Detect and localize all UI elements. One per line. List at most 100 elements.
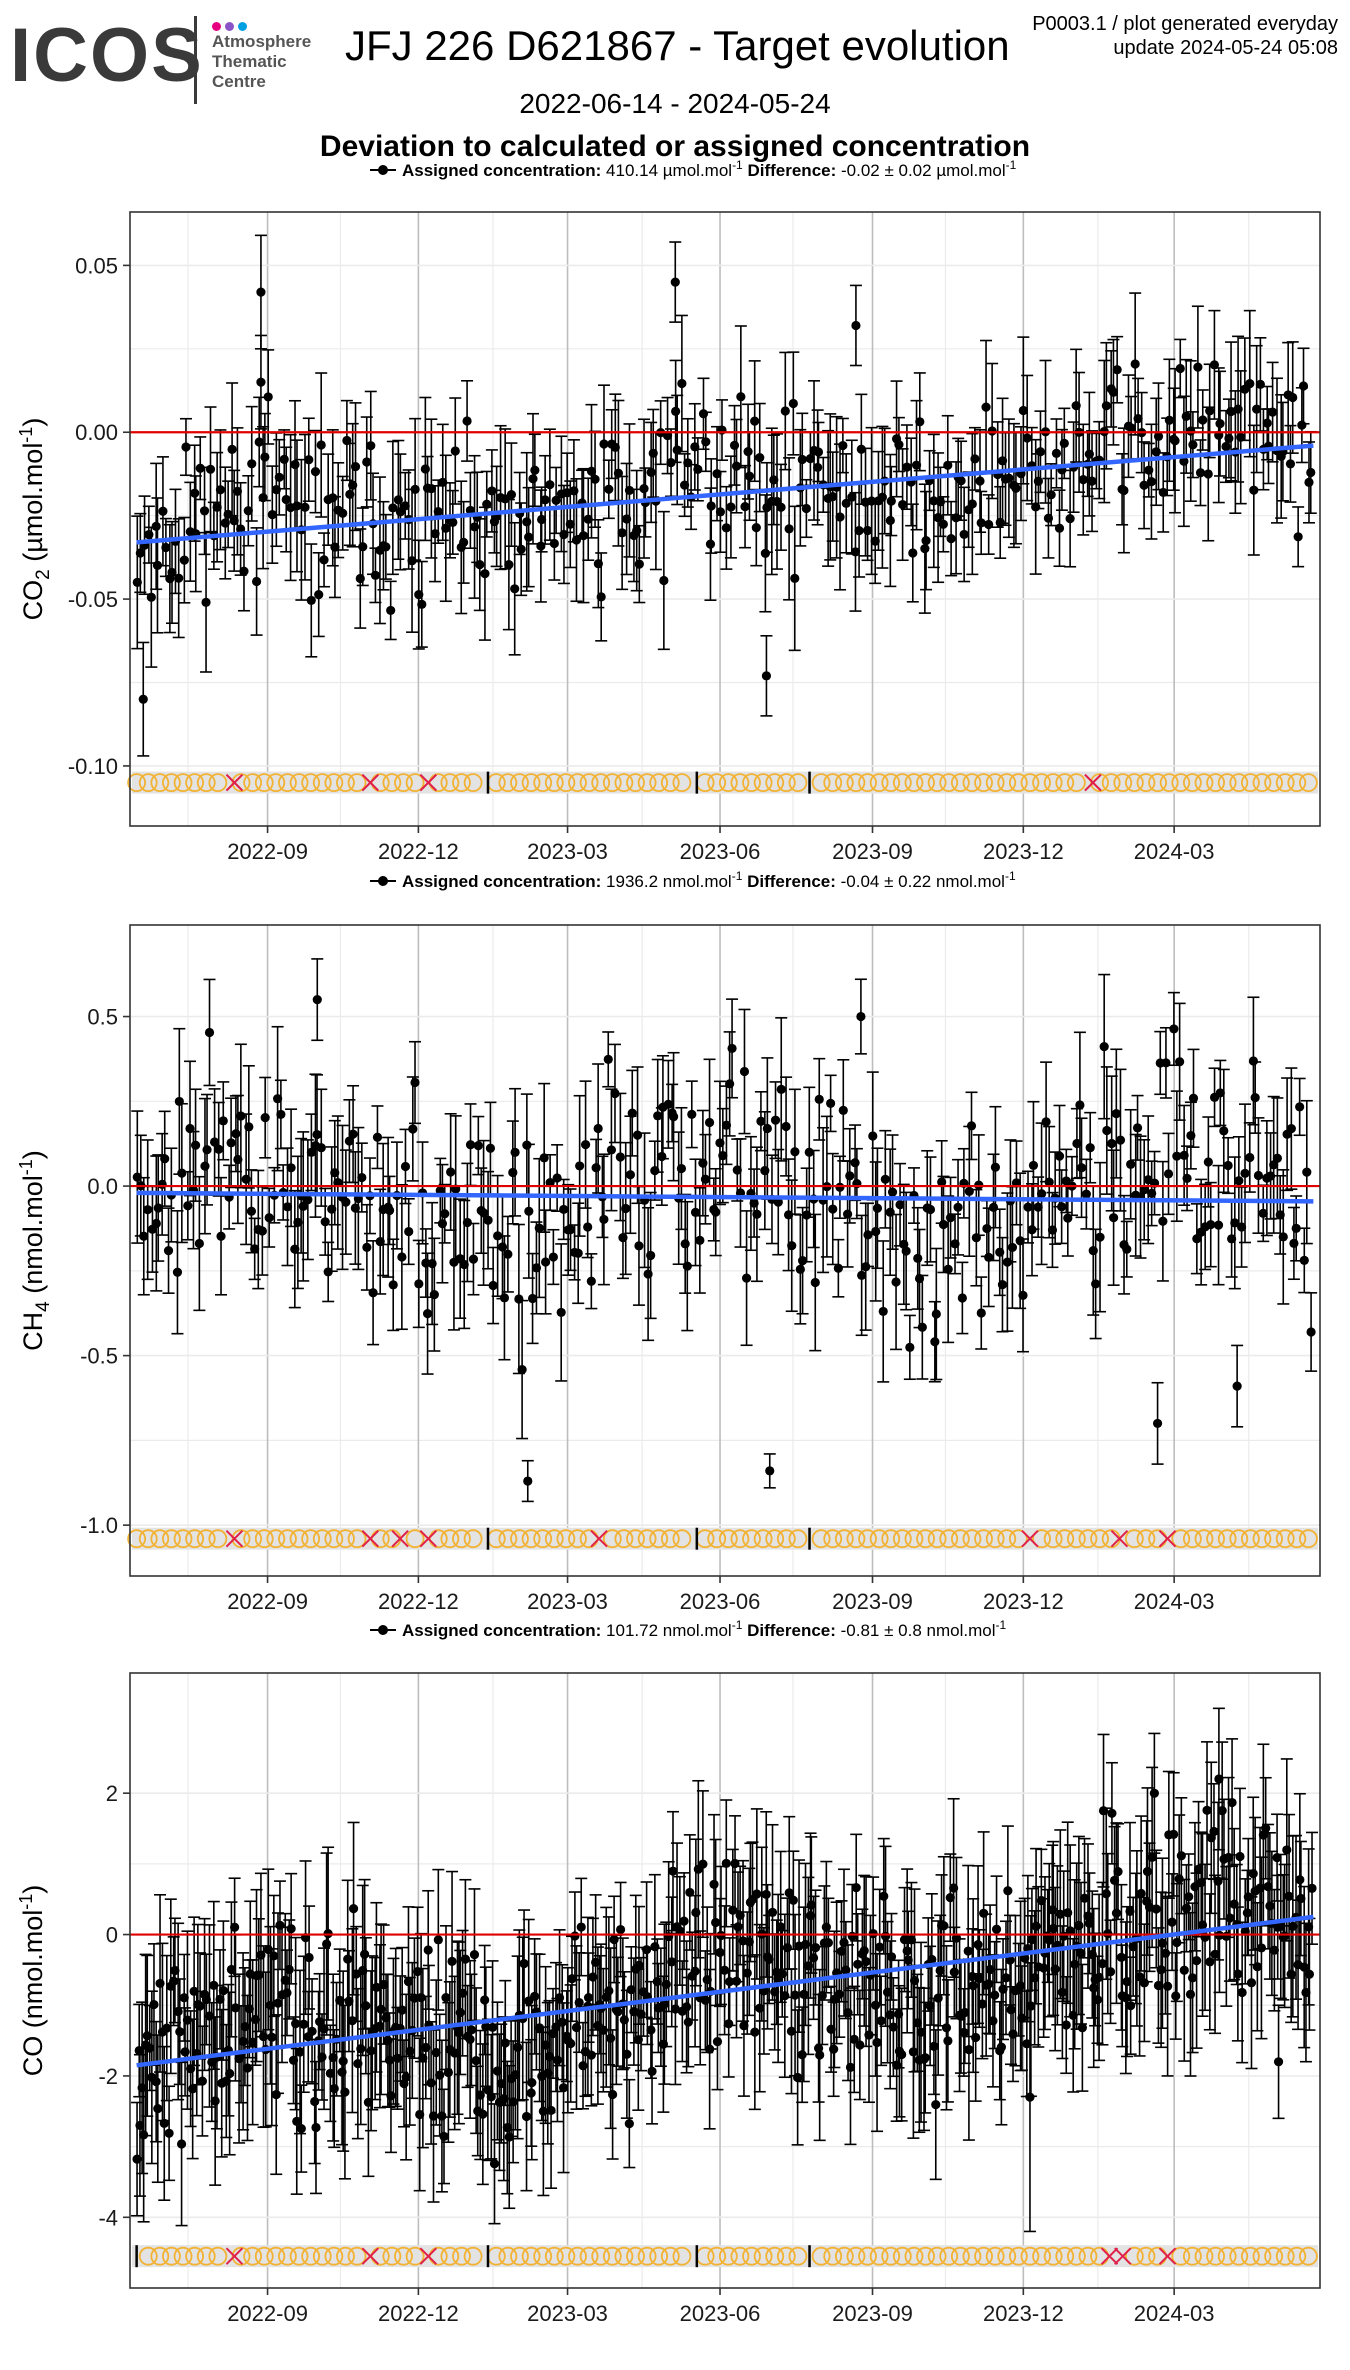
y-tick-label: -0.05 [68,587,118,612]
data-point [987,426,997,436]
data-point [159,2118,169,2128]
data-point [913,1253,923,1264]
data-point [845,1171,855,1181]
data-point [497,1242,508,1252]
data-point [487,486,497,496]
data-point [711,1207,721,1217]
data-point [599,1214,609,1225]
data-point [1059,438,1069,448]
marker-circle [904,1529,924,1549]
marker-cross [225,1529,244,1548]
y-axis-label: CO2 (µmol.mol-1) [16,418,54,621]
data-point [244,1122,254,1132]
data-point [885,1207,895,1217]
data-point [908,548,918,558]
data-point [1188,440,1198,450]
logo-wordmark: ICOS [10,13,204,98]
data-point [850,547,861,557]
data-point [1076,1163,1087,1173]
marker-circle [1090,1529,1109,1549]
data-point [1193,362,1203,372]
data-point [1087,476,1097,486]
data-point [863,1230,873,1240]
data-point [1182,1173,1192,1183]
data-point [721,1120,732,1130]
marker-circle [498,1529,518,1549]
data-point [657,1151,667,1162]
data-point [506,490,517,500]
marker-circle [1113,773,1133,793]
data-point [615,1152,625,1162]
data-point [145,2043,155,2053]
data-point [282,1988,292,1998]
data-point [462,1217,472,1228]
data-point [417,599,427,609]
data-point [218,1116,228,1126]
data-point [280,1975,290,1985]
data-point [971,1233,981,1243]
data-point [596,592,606,602]
data-point [152,560,163,570]
data-point [938,1219,949,1230]
data-point [871,1226,881,1237]
data-point [345,489,355,499]
data-point [462,416,472,426]
data-point [437,1219,448,1229]
data-point [1285,459,1296,469]
data-point [1227,1234,1237,1244]
marker-circle [1252,1529,1272,1549]
y-axis-label-sup: -1 [16,427,36,443]
data-point [260,452,270,462]
marker-circle [568,1529,587,1549]
marker-circle [173,773,193,793]
data-point [813,447,824,457]
data-point [381,2013,391,2023]
marker-circle [985,1529,1005,1549]
data-point [776,1084,786,1094]
marker-circle [1136,1529,1156,1549]
legend-label: Assigned concentration: [402,872,606,891]
data-point [981,402,991,412]
data-point [1232,1381,1242,1391]
legend-text: Assigned concentration: 1936.2 nmol.mol-… [402,869,1016,891]
data-point [342,435,352,446]
data-point [488,1280,498,1291]
data-point [1299,1255,1309,1265]
legend-diff-label: Difference: [743,161,841,180]
data-point [828,492,838,502]
data-point [416,1993,426,2003]
data-point [1139,480,1149,490]
data-point [1258,1208,1268,1218]
data-point [770,1115,781,1125]
data-point [894,439,904,450]
marker-circle [742,1529,761,1549]
data-point [1158,1216,1168,1226]
legend-diff-sup: -1 [1005,869,1016,883]
marker-circle [312,773,332,793]
data-point [1209,360,1220,370]
data-point [317,2052,327,2062]
data-point [1221,441,1231,452]
data-point [426,483,436,494]
marker-circle [718,1529,738,1549]
marker-circle [301,1529,321,1549]
data-point [755,452,765,463]
marker-circle [1275,1529,1295,1549]
marker-circle [1287,773,1307,793]
marker-circle [1252,773,1272,793]
data-point [877,492,887,502]
data-point [625,1170,636,1180]
data-point [847,492,857,502]
data-point [571,535,582,545]
marker-circle [892,1529,912,1549]
marker-cross [1158,1529,1177,1548]
data-point [338,2056,348,2066]
logo-dot [238,22,247,31]
data-point [194,1238,204,1249]
data-point [175,2027,185,2037]
data-point [886,496,896,506]
data-point [1181,411,1191,421]
data-point [408,1124,418,1134]
marker-circle [846,1529,866,1549]
y-tick-label: -0.5 [80,1344,118,1369]
